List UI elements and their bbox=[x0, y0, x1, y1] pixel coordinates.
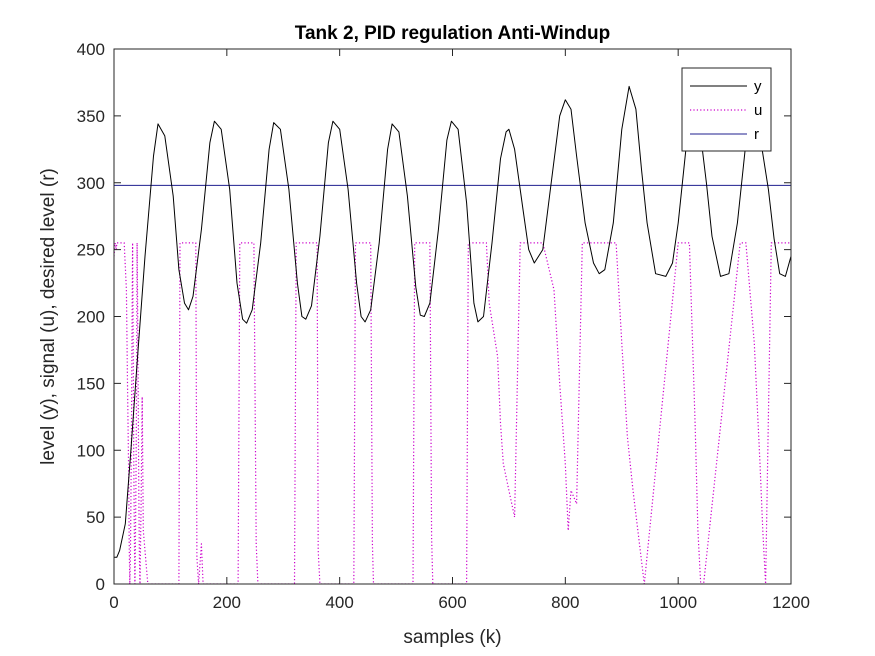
x-tick-label: 1000 bbox=[659, 593, 697, 612]
y-tick-label: 400 bbox=[77, 40, 105, 59]
legend-label-y: y bbox=[754, 78, 762, 95]
x-tick-label: 400 bbox=[325, 593, 353, 612]
x-tick-label: 800 bbox=[551, 593, 579, 612]
y-tick-label: 350 bbox=[77, 107, 105, 126]
legend: yur bbox=[681, 67, 772, 152]
plot-background bbox=[114, 49, 791, 584]
y-tick-label: 0 bbox=[96, 575, 105, 594]
y-axis-label: level (y), signal (u), desired level (r) bbox=[38, 168, 59, 465]
y-tick-label: 50 bbox=[86, 508, 105, 527]
legend-label-u: u bbox=[754, 102, 762, 119]
x-axis-label: samples (k) bbox=[403, 627, 501, 648]
series-line-y bbox=[114, 85, 791, 558]
x-tick-label: 600 bbox=[438, 593, 466, 612]
plot-area: 0 200 400 600 800 1000 1200 0 50 100 150 200 250 300 3… bbox=[77, 40, 810, 612]
y-tick-label: 300 bbox=[77, 174, 105, 193]
legend-label-r: r bbox=[754, 126, 759, 143]
series-layer bbox=[114, 85, 791, 584]
x-tick-label: 1200 bbox=[772, 593, 810, 612]
y-tick-label: 150 bbox=[77, 374, 105, 393]
y-tick-label: 100 bbox=[77, 441, 105, 460]
y-tick-label: 250 bbox=[77, 241, 105, 260]
x-tick-label: 200 bbox=[213, 593, 241, 612]
chart-title: Tank 2, PID regulation Anti-Windup bbox=[295, 23, 610, 44]
y-tick-label: 200 bbox=[77, 308, 105, 327]
ticks-layer: 0 200 400 600 800 1000 1200 0 50 100 150 200 250 300 3… bbox=[77, 40, 810, 612]
x-tick-label: 0 bbox=[109, 593, 118, 612]
